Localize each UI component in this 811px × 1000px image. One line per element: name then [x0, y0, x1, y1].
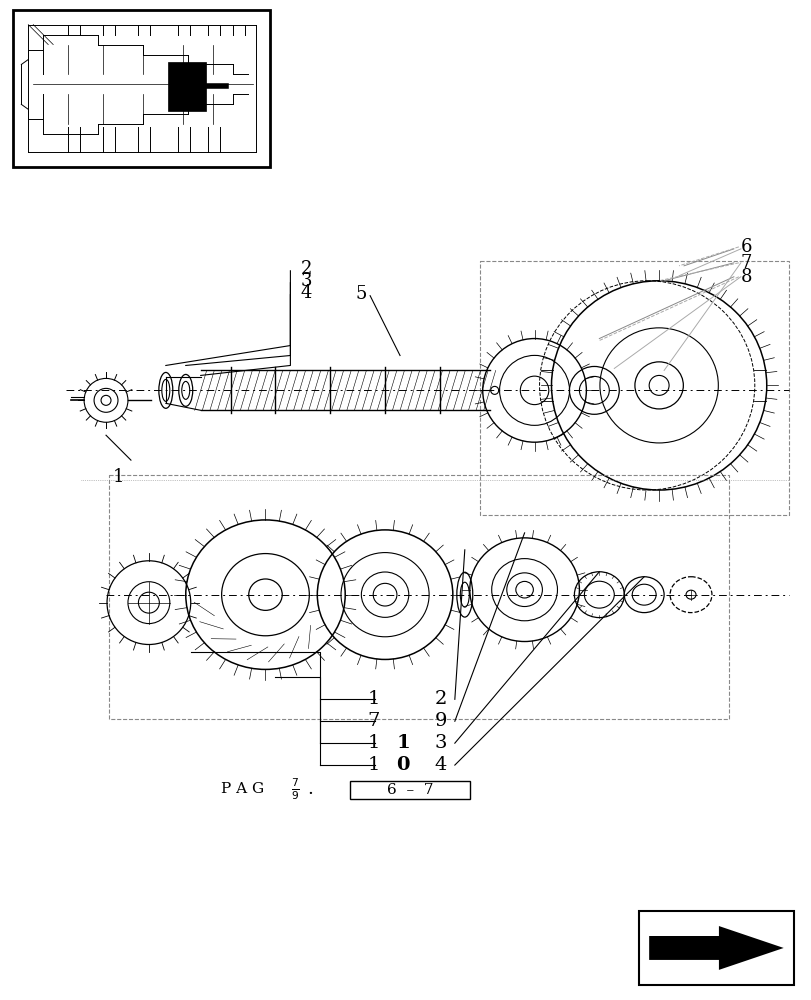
Bar — [109, 475, 728, 719]
Polygon shape — [648, 926, 783, 970]
Text: 2: 2 — [300, 260, 311, 278]
Text: 1: 1 — [367, 690, 380, 708]
Text: 7: 7 — [740, 254, 751, 272]
Text: 7: 7 — [367, 712, 380, 730]
Text: 1: 1 — [113, 468, 125, 486]
Bar — [479, 261, 787, 515]
Text: 8: 8 — [740, 268, 752, 286]
Text: 9: 9 — [435, 712, 447, 730]
Text: 3: 3 — [300, 272, 311, 290]
Text: 0: 0 — [396, 756, 410, 774]
Text: 1: 1 — [367, 734, 380, 752]
Text: 6  –  7: 6 – 7 — [386, 783, 433, 797]
Text: $\frac{7}{9}$: $\frac{7}{9}$ — [290, 776, 299, 802]
Bar — [638, 911, 792, 985]
Text: 2: 2 — [435, 690, 447, 708]
Text: 1: 1 — [367, 756, 380, 774]
Text: 6: 6 — [740, 238, 752, 256]
Bar — [13, 10, 270, 167]
Text: P A G: P A G — [221, 782, 264, 796]
Bar — [350, 781, 470, 799]
Text: 1: 1 — [396, 734, 410, 752]
Text: 5: 5 — [354, 285, 366, 303]
Text: 4: 4 — [435, 756, 447, 774]
Text: 4: 4 — [300, 284, 311, 302]
Bar — [168, 62, 205, 111]
Text: .: . — [307, 780, 313, 798]
Text: 3: 3 — [435, 734, 447, 752]
